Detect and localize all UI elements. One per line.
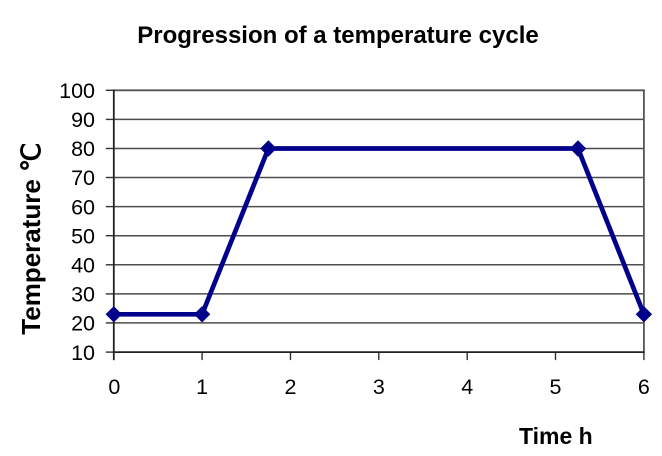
- svg-text:80: 80: [71, 137, 95, 161]
- svg-text:20: 20: [71, 312, 95, 336]
- svg-text:Time h: Time h: [519, 423, 593, 449]
- svg-text:3: 3: [373, 375, 385, 399]
- svg-text:60: 60: [71, 195, 95, 219]
- svg-text:30: 30: [71, 283, 95, 307]
- svg-text:0: 0: [108, 375, 120, 399]
- svg-text:40: 40: [71, 254, 95, 278]
- svg-text:4: 4: [461, 375, 473, 399]
- svg-text:70: 70: [71, 166, 95, 190]
- svg-text:1: 1: [196, 375, 208, 399]
- svg-text:2: 2: [285, 375, 297, 399]
- svg-text:Progression of a temperature c: Progression of a temperature cycle: [137, 22, 538, 49]
- svg-text:Temperature ℃: Temperature ℃: [16, 143, 46, 335]
- svg-text:50: 50: [71, 224, 95, 248]
- svg-text:90: 90: [71, 108, 95, 132]
- svg-text:10: 10: [71, 341, 95, 365]
- svg-text:5: 5: [550, 375, 562, 399]
- svg-text:100: 100: [59, 79, 95, 103]
- svg-text:6: 6: [638, 375, 650, 399]
